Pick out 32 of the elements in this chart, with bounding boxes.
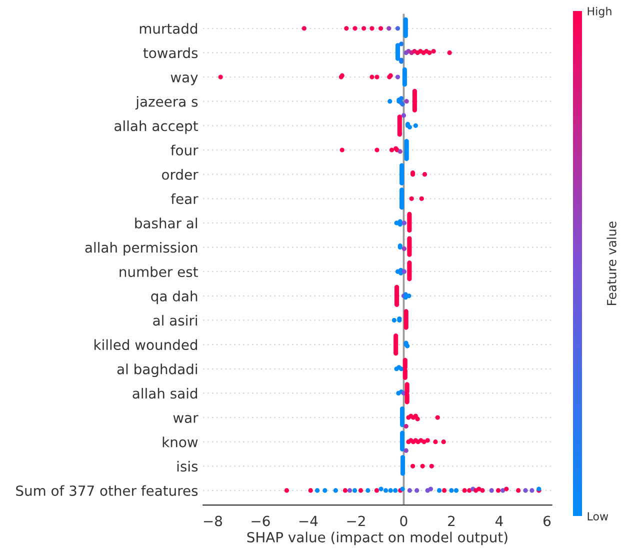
y-tick-label: number est	[120, 266, 198, 278]
y-tick-label: al baghdadi	[117, 364, 197, 378]
color-bar-title: Feature value	[606, 222, 616, 306]
y-tick-label: killed wounded	[94, 339, 198, 350]
x-tick-label: 6	[544, 516, 551, 526]
x-axis-title: SHAP value (impact on model output)	[247, 532, 508, 546]
y-tick-label: murtadd	[140, 23, 198, 34]
y-tick-label: know	[162, 436, 198, 448]
x-tick-label: −8	[204, 516, 222, 526]
y-tick-label: war	[173, 415, 198, 423]
y-tick-label: bashar al	[135, 218, 197, 228]
y-tick-label: allah accept	[114, 120, 198, 134]
y-tick-label: isis	[177, 460, 198, 472]
y-tick-label: qa dah	[151, 290, 198, 304]
x-tick-label: 2	[448, 516, 454, 526]
y-tick-label: fear	[170, 193, 198, 204]
x-tick-label: −4	[299, 516, 318, 526]
color-bar-label: High	[588, 6, 612, 18]
y-tick-label: four	[170, 144, 198, 156]
x-tick-label: 0	[400, 516, 408, 526]
y-tick-label: allah said	[132, 388, 198, 399]
x-tick-label: 4	[495, 516, 503, 526]
y-tick-label: Sum of 377 other features	[16, 485, 198, 496]
y-tick-label: al asiri	[153, 314, 197, 326]
x-tick-label: −6	[252, 516, 270, 526]
y-tick-label: way	[170, 74, 198, 86]
y-tick-label: allah permission	[85, 242, 198, 256]
color-bar-label: Low	[588, 512, 608, 520]
y-tick-label: jazeera s	[135, 96, 198, 110]
x-tick-label: −2	[347, 516, 365, 526]
y-tick-label: order	[162, 169, 198, 180]
y-tick-label: towards	[143, 47, 198, 58]
